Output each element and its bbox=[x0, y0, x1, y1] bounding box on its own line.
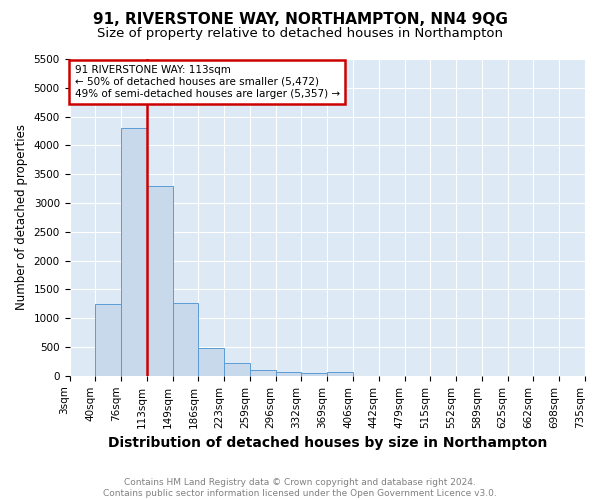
Bar bbox=[199, 348, 224, 376]
Bar bbox=[250, 370, 276, 376]
Bar bbox=[95, 304, 121, 376]
Bar bbox=[327, 372, 353, 376]
Text: Size of property relative to detached houses in Northampton: Size of property relative to detached ho… bbox=[97, 28, 503, 40]
Bar bbox=[276, 372, 301, 376]
Bar bbox=[301, 373, 327, 376]
X-axis label: Distribution of detached houses by size in Northampton: Distribution of detached houses by size … bbox=[107, 436, 547, 450]
Bar bbox=[173, 302, 199, 376]
Bar bbox=[224, 363, 250, 376]
Text: 91, RIVERSTONE WAY, NORTHAMPTON, NN4 9QG: 91, RIVERSTONE WAY, NORTHAMPTON, NN4 9QG bbox=[92, 12, 508, 28]
Bar bbox=[147, 186, 173, 376]
Y-axis label: Number of detached properties: Number of detached properties bbox=[15, 124, 28, 310]
Text: 91 RIVERSTONE WAY: 113sqm
← 50% of detached houses are smaller (5,472)
49% of se: 91 RIVERSTONE WAY: 113sqm ← 50% of detac… bbox=[74, 66, 340, 98]
Text: Contains HM Land Registry data © Crown copyright and database right 2024.
Contai: Contains HM Land Registry data © Crown c… bbox=[103, 478, 497, 498]
Bar bbox=[121, 128, 147, 376]
